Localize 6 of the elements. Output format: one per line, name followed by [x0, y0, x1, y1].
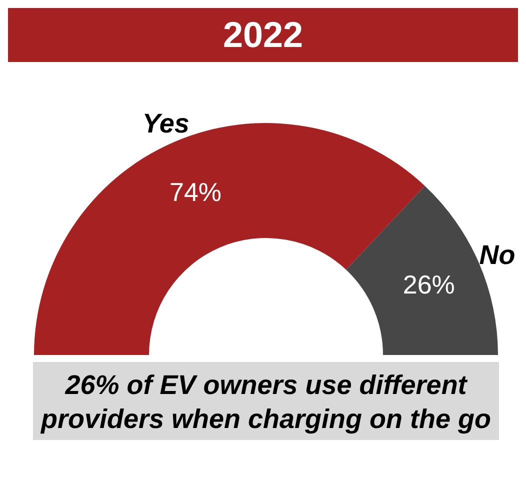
slice-label: Yes — [142, 108, 190, 139]
text: 26% of EV owners use different providers when charging on the go — [33, 362, 499, 440]
slice-label: No — [479, 240, 516, 270]
data-label: 74% — [169, 177, 222, 208]
chart-title: 2022 — [8, 8, 518, 62]
data-label: 26% — [402, 270, 455, 300]
